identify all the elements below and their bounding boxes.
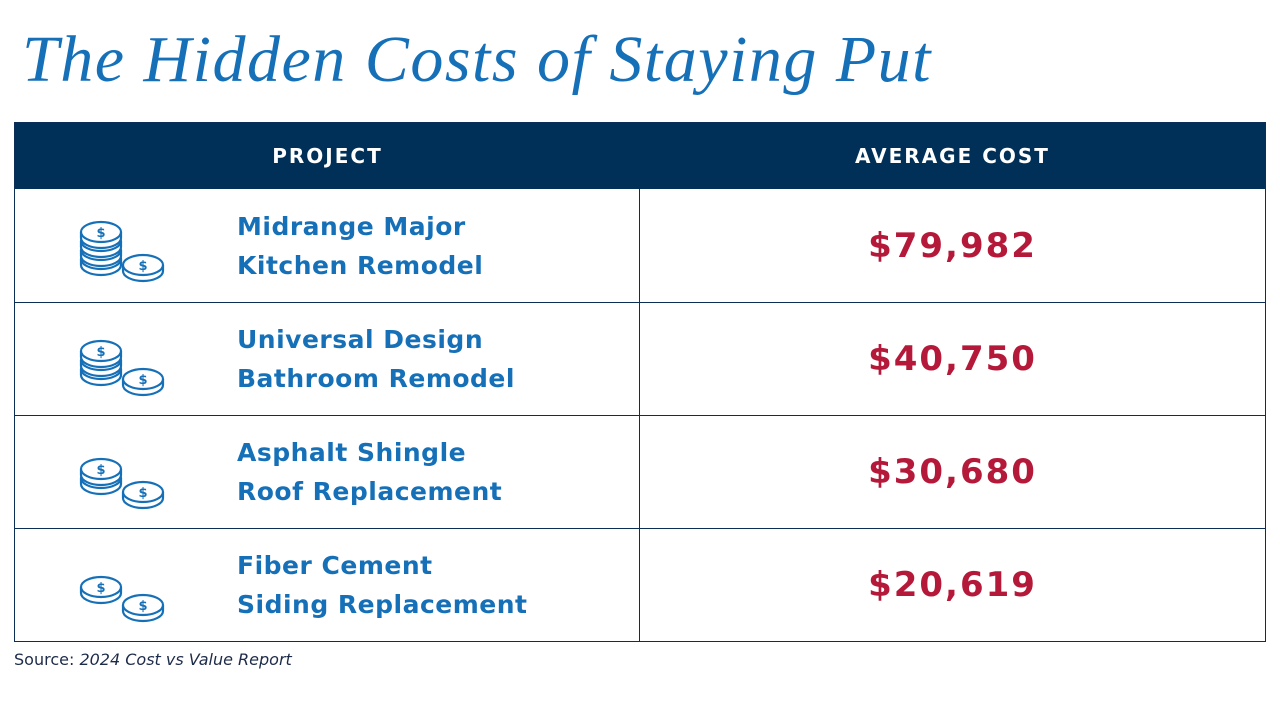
average-cost-value: $79,982 — [868, 225, 1037, 266]
project-name-line2: Siding Replacement — [237, 590, 528, 619]
source-report: 2024 Cost vs Value Report — [79, 650, 292, 669]
svg-text:$: $ — [138, 486, 147, 501]
average-cost-value: $20,619 — [868, 565, 1037, 605]
project-name: Asphalt Shingle Roof Replacement — [237, 416, 502, 528]
svg-text:$: $ — [96, 345, 105, 360]
coin-stack-small-icon: $$ — [79, 457, 165, 510]
project-name-line2: Roof Replacement — [237, 477, 503, 506]
table-row: $ $ Asphalt Shingle Roof Replacement $30,… — [15, 415, 1265, 528]
average-cost-value: $40,750 — [868, 339, 1037, 379]
coin-stack-large-icon: $$ — [79, 220, 165, 283]
project-cell: $ $ Universal Design Bathroom Remodel — [15, 303, 640, 415]
page-title: The Hidden Costs of Staying Put — [22, 23, 932, 96]
source-note: Source: 2024 Cost vs Value Report — [14, 650, 292, 669]
project-name-line1: Midrange Major — [237, 211, 466, 241]
cost-table: PROJECT AVERAGE COST $ $ Midrange Major K… — [14, 122, 1266, 642]
project-name: Midrange Major Kitchen Remodel — [237, 189, 483, 302]
project-name-line1: Universal Design — [237, 325, 484, 354]
table-row: $ $ Fiber Cement Siding Replacement $20,6… — [15, 528, 1265, 641]
project-cell: $ $ Midrange Major Kitchen Remodel — [15, 189, 640, 302]
project-name-line2: Kitchen Remodel — [237, 250, 484, 280]
svg-text:$: $ — [138, 373, 147, 388]
average-cost-value: $30,680 — [868, 452, 1037, 492]
source-label: Source: — [14, 650, 75, 669]
project-name-line2: Bathroom Remodel — [237, 364, 515, 393]
project-name: Fiber Cement Siding Replacement — [237, 529, 528, 641]
coins-icon: $$ — [79, 575, 165, 623]
table-row: $ $ Midrange Major Kitchen Remodel $79,98… — [15, 189, 1265, 302]
table-header: PROJECT AVERAGE COST — [15, 123, 1265, 189]
column-header-average-cost: AVERAGE COST — [855, 144, 1050, 168]
project-name-line1: Asphalt Shingle — [237, 438, 467, 467]
svg-text:$: $ — [138, 599, 147, 614]
project-cell: $ $ Fiber Cement Siding Replacement — [15, 529, 640, 641]
project-name: Universal Design Bathroom Remodel — [237, 303, 515, 415]
project-cell: $ $ Asphalt Shingle Roof Replacement — [15, 416, 640, 528]
column-header-project: PROJECT — [272, 144, 383, 168]
table-row: $ $ Universal Design Bathroom Remodel $40… — [15, 302, 1265, 415]
svg-text:$: $ — [96, 226, 105, 241]
svg-text:$: $ — [96, 463, 105, 478]
svg-text:$: $ — [96, 581, 105, 596]
coin-stack-medium-icon: $$ — [79, 339, 165, 397]
svg-text:$: $ — [138, 259, 147, 274]
project-name-line1: Fiber Cement — [237, 551, 433, 580]
